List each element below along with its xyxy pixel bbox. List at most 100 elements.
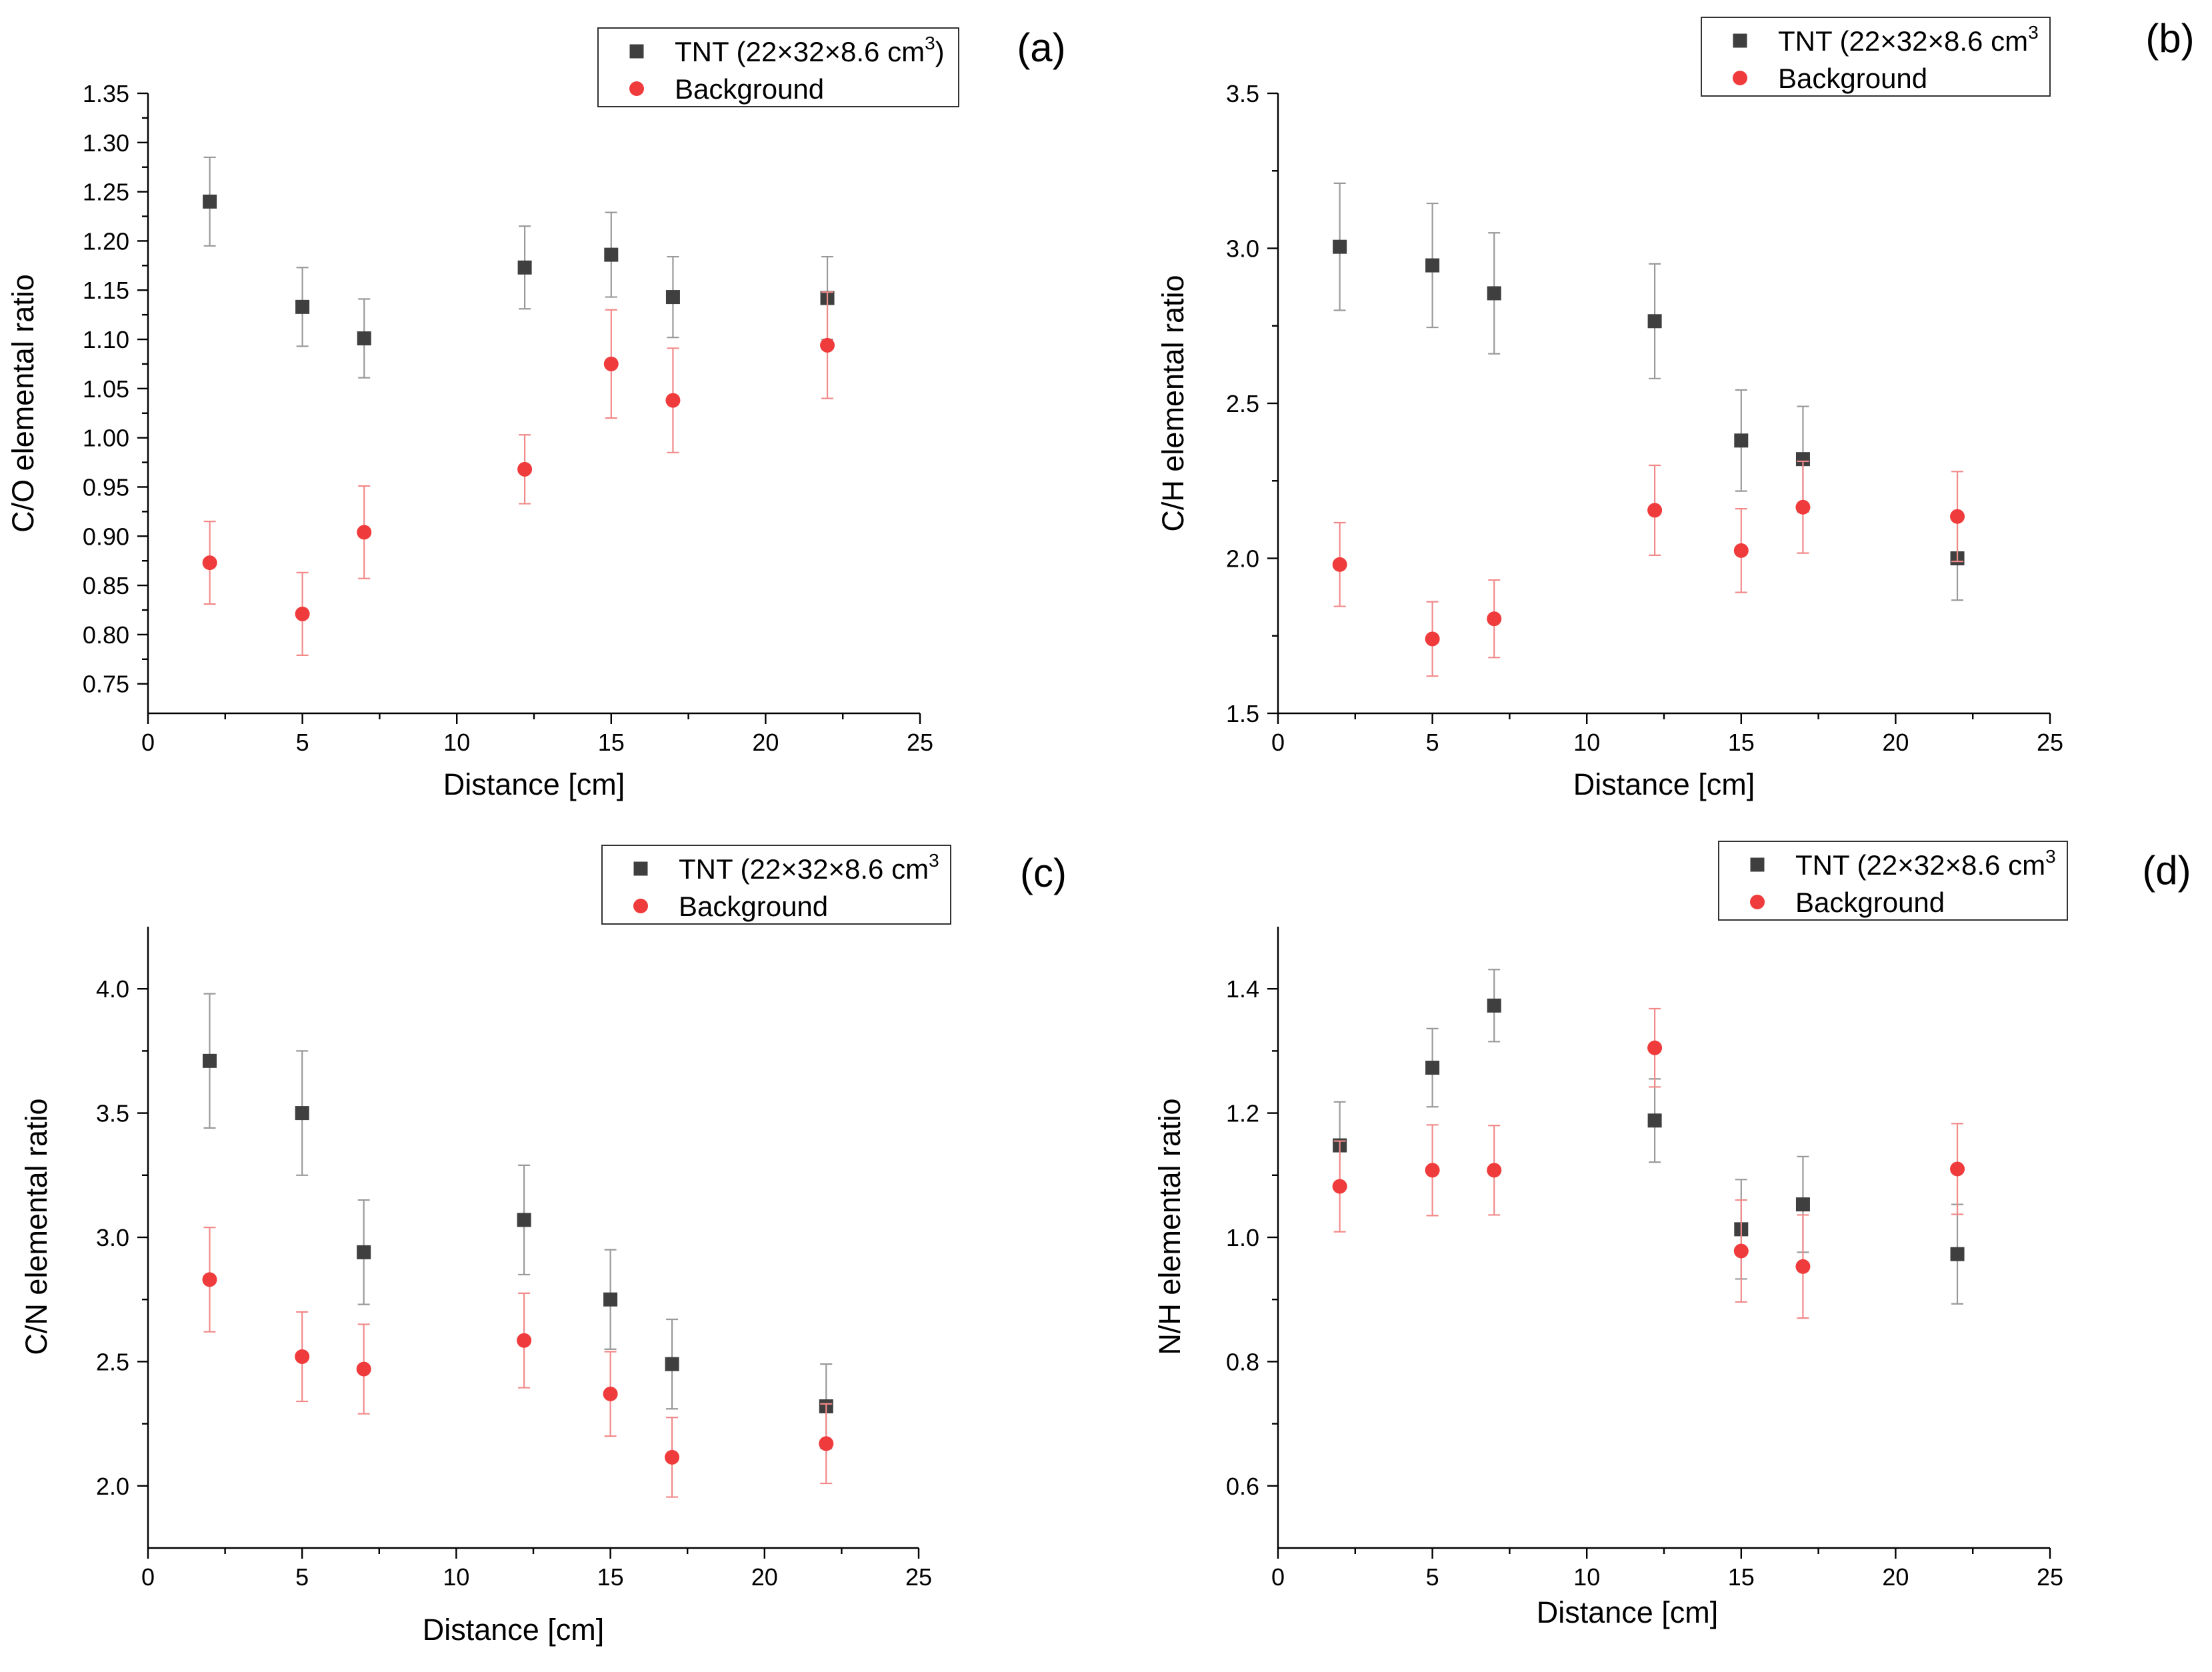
marker-square — [1647, 1113, 1662, 1128]
marker-circle — [295, 1349, 310, 1364]
marker-square — [295, 1106, 309, 1121]
x-axis-label: Distance [cm] — [1537, 1595, 1719, 1629]
legend-marker-square — [633, 861, 648, 876]
data-point — [1647, 263, 1662, 379]
y-tick-label: 1.30 — [83, 129, 129, 157]
marker-circle — [1950, 509, 1965, 524]
marker-circle — [1332, 1179, 1347, 1194]
legend-marker-circle — [1733, 71, 1747, 85]
legend: TNT (22×32×8.6 cm3 Background — [1701, 17, 2051, 97]
x-tick-label: 0 — [141, 1563, 155, 1591]
data-point — [1795, 460, 1811, 554]
data-point — [665, 347, 681, 453]
chart-panel-a: 0 5 10 15 20 25 0.75 0.80 0.85 0.90 0.95 1.00 1.05 1.… — [6, 25, 1066, 801]
data-point — [1487, 232, 1501, 355]
series-tnt — [203, 156, 835, 379]
marker-square — [1795, 452, 1810, 467]
marker-square — [1487, 998, 1501, 1013]
marker-circle — [665, 393, 681, 408]
y-tick-label: 1.5 — [1226, 700, 1259, 727]
y-tick-label: 3.5 — [96, 1100, 129, 1127]
marker-square — [1333, 239, 1347, 254]
marker-square — [357, 331, 371, 346]
marker-circle — [1647, 503, 1663, 518]
data-point — [1950, 1203, 1965, 1305]
data-point — [665, 1318, 679, 1410]
data-point — [604, 211, 619, 298]
marker-circle — [1795, 499, 1811, 515]
data-point — [202, 1226, 217, 1333]
series-background — [1332, 1007, 1965, 1319]
marker-circle — [357, 525, 372, 540]
marker-circle — [356, 1361, 371, 1377]
legend-marker-square — [1733, 33, 1747, 48]
data-point — [1425, 1027, 1440, 1108]
data-point — [1487, 579, 1502, 659]
data-point — [202, 993, 217, 1129]
x-tick-label: 20 — [1882, 729, 1909, 756]
x-axis-label: Distance [cm] — [443, 767, 625, 801]
data-point — [1734, 389, 1749, 492]
y-tick-label: 0.75 — [83, 671, 129, 698]
marker-square — [1647, 314, 1662, 329]
y-tick-label: 1.05 — [83, 375, 129, 403]
legend-entry-label: TNT (22×32×8.6 cm3 — [1778, 22, 2039, 57]
marker-circle — [1733, 543, 1749, 558]
x-tick-label: 5 — [1426, 729, 1439, 756]
y-tick-label: 1.2 — [1226, 1100, 1259, 1127]
data-point — [517, 434, 533, 505]
y-tick-label: 0.95 — [83, 473, 129, 501]
marker-circle — [665, 1449, 680, 1465]
x-tick-label: 15 — [598, 729, 625, 756]
data-point — [357, 298, 371, 379]
marker-square — [665, 290, 680, 305]
y-tick-label: 1.4 — [1226, 975, 1259, 1003]
data-point — [357, 485, 372, 579]
data-point — [1795, 1214, 1811, 1319]
x-tick-label: 10 — [443, 1563, 469, 1591]
y-axis-label: N/H elemental ratio — [1153, 1098, 1187, 1355]
x-tick-label: 10 — [1573, 729, 1600, 756]
y-tick-label: 1.0 — [1226, 1224, 1259, 1251]
y-tick-label: 0.6 — [1226, 1473, 1259, 1500]
marker-circle — [295, 606, 310, 621]
x-tick-label: 5 — [296, 729, 309, 756]
legend-marker-circle — [633, 899, 648, 913]
y-tick-label: 2.0 — [96, 1473, 129, 1500]
data-point — [1425, 1124, 1440, 1217]
legend-entry-label: TNT (22×32×8.6 cm3) — [675, 33, 945, 67]
panel-label: (b) — [2145, 16, 2194, 61]
series-background — [1332, 460, 1965, 677]
y-tick-label: 0.90 — [83, 523, 129, 550]
legend-marker-square — [1750, 857, 1765, 872]
chart-panel-b: 0 5 10 15 20 25 1.5 2.0 2.5 3.0 3.5 Distance [cm] C/… — [1156, 16, 2195, 801]
panel-label: (a) — [1017, 25, 1065, 70]
data-point — [357, 1199, 371, 1305]
data-point — [819, 1403, 834, 1485]
x-tick-label: 25 — [905, 1563, 932, 1591]
legend-entry-label: Background — [679, 891, 828, 922]
legend-entry-label: TNT (22×32×8.6 cm3 — [1795, 846, 2056, 881]
y-tick-label: 3.5 — [1226, 80, 1259, 107]
data-point — [517, 1164, 531, 1276]
marker-circle — [1425, 1163, 1440, 1178]
data-point — [1950, 1123, 1965, 1215]
y-tick-label: 0.8 — [1226, 1348, 1259, 1375]
x-tick-label: 0 — [1271, 1563, 1285, 1591]
x-axis-label: Distance [cm] — [423, 1613, 605, 1647]
data-point — [295, 571, 310, 657]
y-tick-label: 1.20 — [83, 227, 129, 255]
marker-circle — [517, 1333, 532, 1348]
data-point — [1733, 507, 1749, 593]
x-tick-label: 0 — [1271, 729, 1285, 756]
data-point — [1487, 1125, 1502, 1216]
marker-square — [203, 194, 217, 209]
y-tick-label: 2.0 — [1226, 545, 1259, 573]
y-tick-label: 0.85 — [83, 572, 129, 599]
marker-square — [202, 1053, 217, 1068]
x-tick-label: 5 — [1426, 1563, 1439, 1591]
marker-square — [1734, 433, 1749, 448]
data-point — [1425, 601, 1440, 677]
x-tick-label: 10 — [443, 729, 470, 756]
